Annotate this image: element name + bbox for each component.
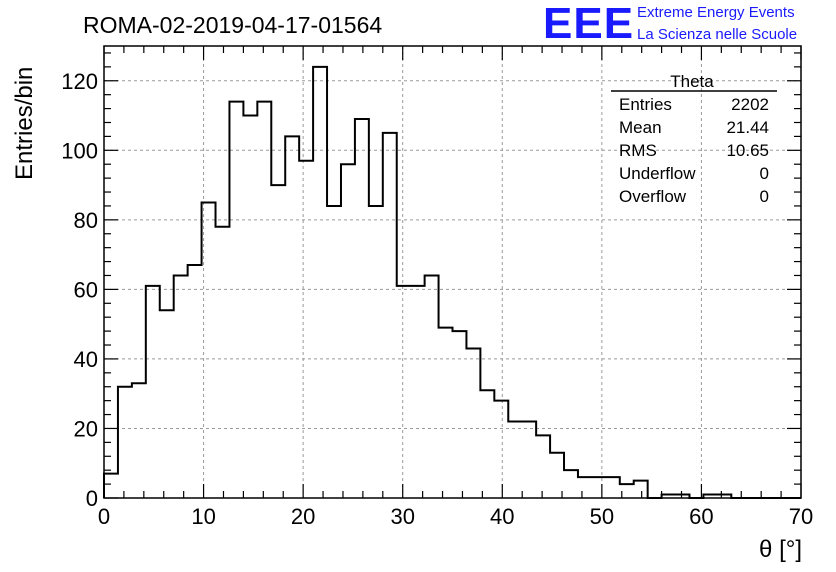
- y-tick-label: 100: [61, 138, 98, 163]
- stats-box-title: Theta: [670, 72, 714, 91]
- x-tick-label: 10: [191, 504, 215, 529]
- stats-box-rows: Entries 2202 Mean 21.44 RMS 10.65 Underflow 0 Ov…: [619, 95, 769, 206]
- stats-row-value: 21.44: [726, 118, 769, 137]
- x-tick-label: 30: [390, 504, 414, 529]
- stats-row-label: Overflow: [619, 187, 687, 206]
- stats-row-value: 2202: [731, 95, 769, 114]
- x-tick-label: 20: [291, 504, 315, 529]
- x-axis-label: θ [°]: [759, 536, 802, 563]
- histogram-series: [103, 65, 801, 499]
- stats-row-value: 0: [760, 187, 769, 206]
- x-tick-label: 50: [590, 504, 614, 529]
- y-tick-label: 40: [74, 347, 98, 372]
- y-tick-label: 60: [74, 277, 98, 302]
- x-tick-label: 70: [789, 504, 813, 529]
- y-tick-label: 120: [61, 69, 98, 94]
- stats-row-label: Underflow: [619, 164, 696, 183]
- x-tick-label: 0: [98, 504, 110, 529]
- y-tick-label: 20: [74, 416, 98, 441]
- axis-ticks: [103, 46, 802, 499]
- stats-row-label: Mean: [619, 118, 662, 137]
- eee-logo: EEE: [543, 0, 635, 48]
- chart-title: ROMA-02-2019-04-17-01564: [83, 12, 382, 38]
- y-tick-labels: 0 20 40 60 80 100 120: [61, 69, 98, 511]
- x-tick-label: 60: [689, 504, 713, 529]
- y-tick-label: 80: [74, 208, 98, 233]
- logo-line-2: La Scienza nelle Scuole: [637, 26, 798, 43]
- grid-lines: [104, 46, 801, 498]
- y-axis-label: Entries/bin: [11, 67, 38, 180]
- stats-box: Theta Entries 2202 Mean 21.44 RMS 10.65 Underf…: [611, 72, 777, 206]
- logo-line-1: Extreme Energy Events: [637, 4, 795, 21]
- plot-frame: [103, 45, 802, 499]
- stats-row-label: Entries: [619, 95, 672, 114]
- x-tick-labels: 0 10 20 30 40 50 60 70: [98, 504, 813, 529]
- stats-row-label: RMS: [619, 141, 657, 160]
- stats-row-value: 0: [760, 164, 769, 183]
- stats-row-value: 10.65: [726, 141, 769, 160]
- y-tick-label: 0: [86, 486, 98, 511]
- x-tick-label: 40: [490, 504, 514, 529]
